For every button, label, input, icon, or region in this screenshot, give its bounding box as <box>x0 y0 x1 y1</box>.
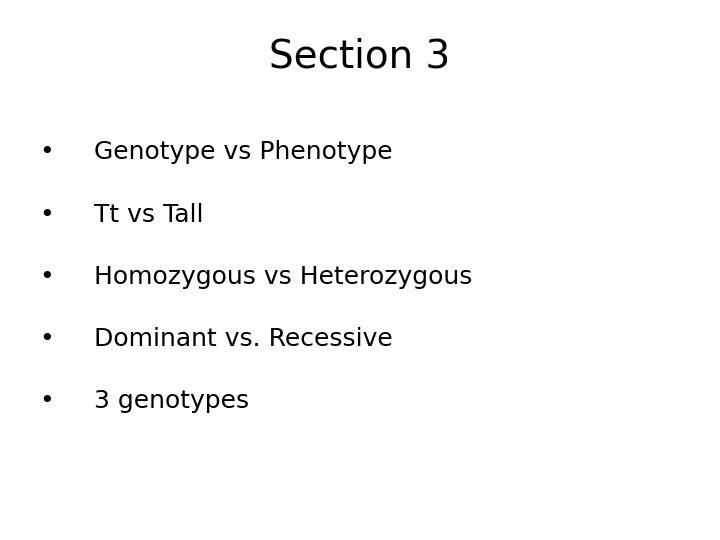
Text: Dominant vs. Recessive: Dominant vs. Recessive <box>94 327 392 350</box>
Text: •: • <box>40 327 54 350</box>
Text: •: • <box>40 265 54 288</box>
Text: Homozygous vs Heterozygous: Homozygous vs Heterozygous <box>94 265 472 288</box>
Text: •: • <box>40 389 54 413</box>
Text: 3 genotypes: 3 genotypes <box>94 389 248 413</box>
Text: Section 3: Section 3 <box>269 38 451 76</box>
Text: •: • <box>40 202 54 226</box>
Text: •: • <box>40 140 54 164</box>
Text: Tt vs Tall: Tt vs Tall <box>94 202 203 226</box>
Text: Genotype vs Phenotype: Genotype vs Phenotype <box>94 140 392 164</box>
